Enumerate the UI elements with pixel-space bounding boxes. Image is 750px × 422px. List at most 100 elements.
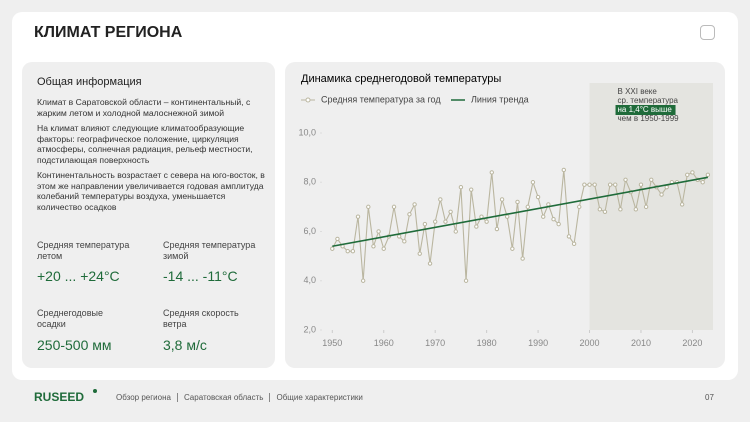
stat-label: Средняя температура летом [37,240,130,261]
info-title: Общая информация [37,76,142,88]
breadcrumb[interactable]: Саратовская область [183,393,264,402]
stat-label: Среднегодовые осадки [37,308,103,329]
page-number: 07 [705,393,714,402]
data-point [597,207,603,212]
data-point [448,209,453,215]
data-point [587,182,592,187]
data-point [355,214,361,219]
data-point [571,241,577,247]
legend-label: Средняя температура за год [321,94,441,104]
data-point [407,212,412,217]
data-point [432,219,438,224]
data-point [582,182,587,187]
data-point [551,216,556,222]
data-point [530,180,536,185]
paragraph: Континентальность возрастает с севера на… [37,170,265,212]
data-point [396,234,402,239]
data-point [510,246,515,251]
data-point [474,224,479,229]
text-highlight [615,105,676,115]
breadcrumb[interactable]: Обзор региона [116,393,171,402]
y-tick-label: 8,0 [303,177,316,187]
data-point [335,236,340,242]
stat-value: 3,8 м/с [163,337,207,353]
x-tick-label: 1990 [528,338,548,348]
chart-title: Динамика среднегодовой температуры [301,73,501,85]
data-point [700,180,705,185]
data-point [607,182,613,187]
data-point [499,197,505,202]
chart: Динамика среднегодовой температуры В XXI… [298,73,713,348]
data-point [535,194,541,200]
x-tick-label: 2020 [682,338,702,348]
data-point [381,246,386,251]
x-tick-label: 2000 [580,338,600,348]
separator [176,393,178,402]
data-point [659,192,664,197]
data-point [566,234,572,239]
data-point [618,207,623,212]
data-point [623,177,628,182]
logo: RUSEED [34,390,85,404]
x-tick-label: 1980 [477,338,497,348]
data-point [463,278,469,283]
logo-dot [93,389,97,393]
data-point [525,204,530,210]
data-point [438,197,443,202]
data-point [412,202,417,207]
x-tick-label: 1950 [322,338,342,348]
data-point [505,214,510,219]
annotation: на 1,4°С выше [618,105,673,114]
y-tick-label: 6,0 [303,226,316,236]
stat-label: Средняя скорость ветра [163,308,239,329]
data-point [556,221,561,227]
data-point [468,187,474,192]
data-point [643,204,649,210]
breadcrumbs: Обзор региона Саратовская область Общие … [116,393,363,402]
stat-value: +20 ... +24°С [37,268,120,284]
data-point [494,226,500,232]
data-point [443,219,448,224]
annotation: ср. температура [618,96,679,105]
y-tick-label: 4,0 [303,275,316,285]
data-point [427,261,433,266]
paragraph: На климат влияют следующие климатообразу… [37,123,253,165]
breadcrumb[interactable]: Общие характеристики [276,393,363,402]
data-point [520,256,525,261]
page-title: КЛИМАТ РЕГИОНА [34,24,183,41]
data-point [638,182,644,187]
data-point [360,278,366,283]
data-point [515,199,520,205]
annotation: чем в 1950-1999 [618,114,680,123]
y-tick-label: 2,0 [303,324,316,334]
data-point [484,219,489,224]
data-point [592,182,597,187]
separator [269,393,271,402]
data-point [679,202,685,207]
data-point [602,209,608,215]
data-point [402,239,407,244]
data-point [705,172,711,178]
data-line [331,169,709,281]
trend-line [332,176,708,248]
data-point [366,204,371,210]
data-point [376,229,381,234]
data-point [458,184,464,190]
data-point [422,221,428,227]
data-point [391,204,397,210]
data-point [453,229,458,234]
menu-icon[interactable] [700,25,715,40]
data-point [541,214,546,219]
info-panel [22,62,275,368]
data-point [330,246,335,251]
stat-label: Средняя температура зимой [163,240,256,261]
data-point [577,204,582,210]
data-point [664,184,669,190]
data-point [345,249,350,254]
data-point [489,170,494,175]
x-tick-label: 1970 [425,338,445,348]
y-tick-label: 10,0 [298,127,316,137]
data-point [371,244,376,249]
highlight-band [589,83,713,330]
stat-value: 250-500 мм [37,337,112,353]
